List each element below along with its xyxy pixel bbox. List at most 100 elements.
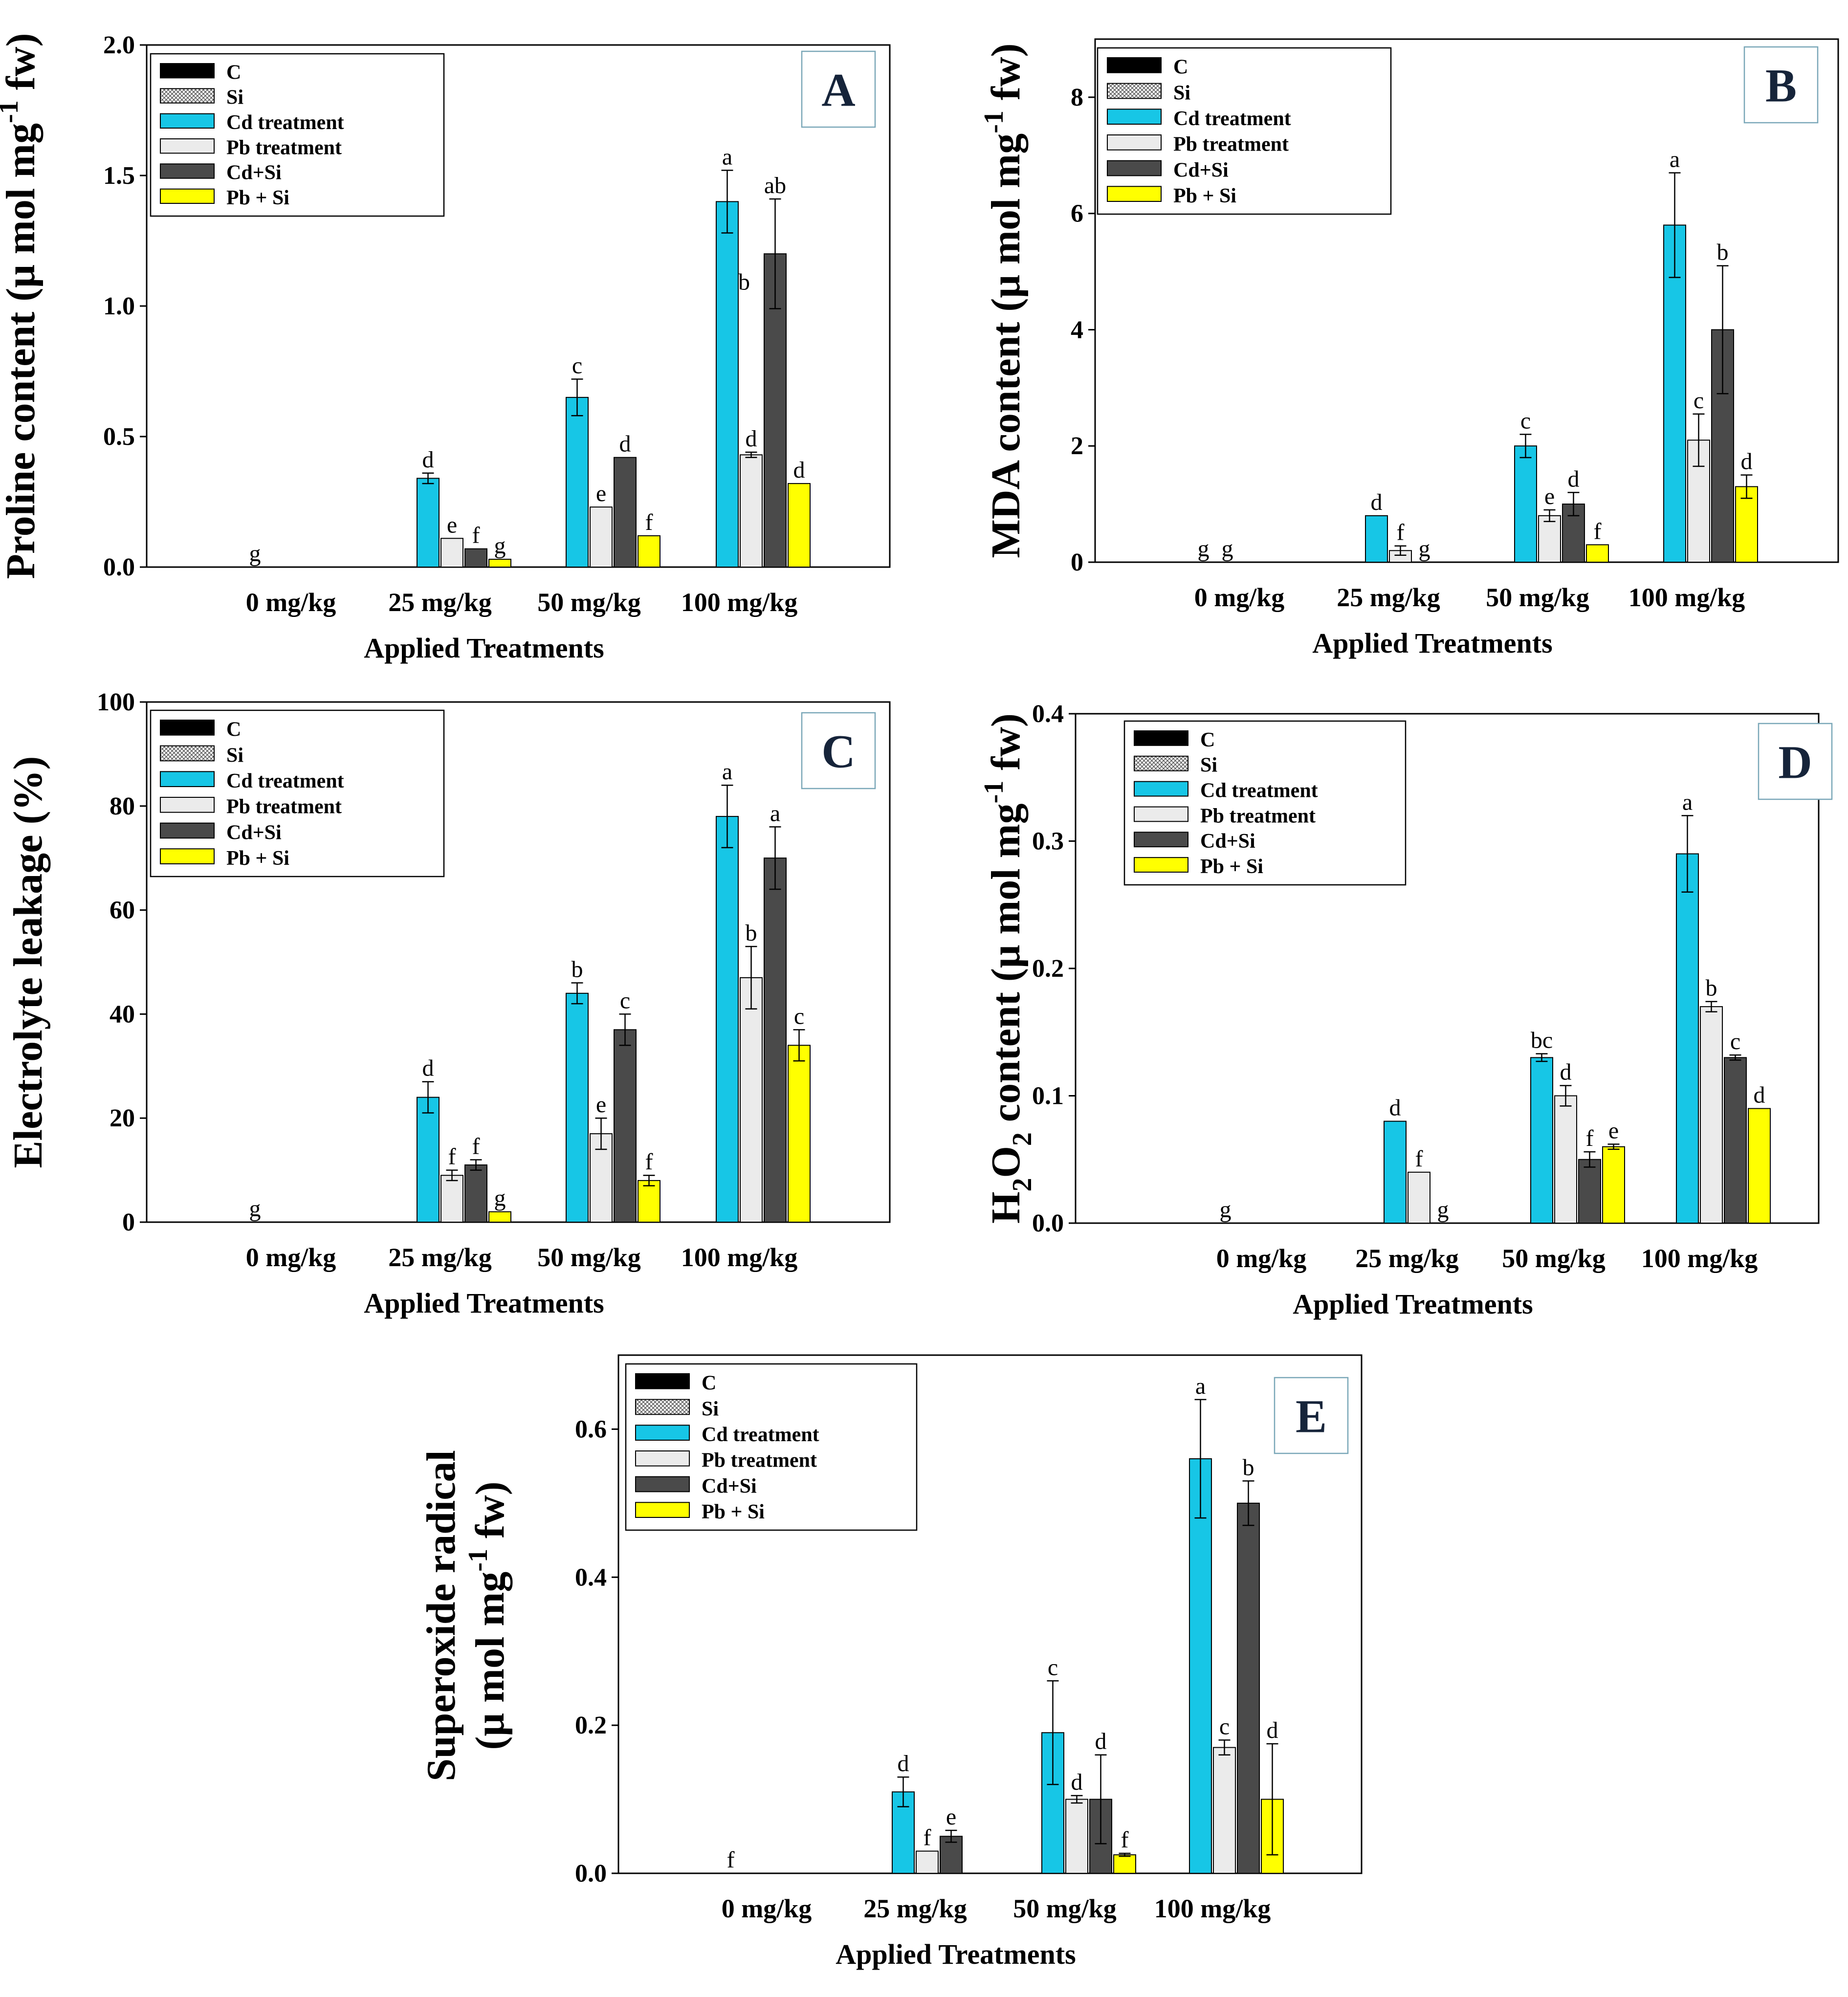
bar-pb-treatment: [1213, 1747, 1236, 1874]
y-axis-title: Electrolyte leakage (%): [5, 756, 51, 1168]
x-axis-title: Applied Treatments: [836, 1938, 1076, 1970]
significance-letter: d: [1095, 1729, 1107, 1755]
significance-letter: c: [572, 353, 582, 379]
bar-cd-treatment: [1530, 1057, 1553, 1224]
y-tick-label: 0.3: [1032, 828, 1064, 856]
y-axis-tail: fw): [0, 33, 44, 101]
y-tick-label: 8: [1071, 84, 1083, 111]
significance-letter: g: [494, 533, 506, 559]
significance-letter: g: [1419, 536, 1430, 562]
bar-cd-treatment: [1365, 515, 1388, 563]
bar-pb-treatment: [1408, 1171, 1430, 1224]
y-tick-label: 0: [122, 1208, 135, 1236]
bar-pb-si: [1586, 544, 1609, 563]
y-axis-title: H2O2 content (μ mol mg-1 fw): [979, 713, 1037, 1224]
panel-letter-box: [801, 50, 876, 128]
bar-cd-si: [1724, 1057, 1747, 1224]
x-tick-label: 50 mg/kg: [537, 588, 641, 617]
legend-swatch: [1134, 806, 1188, 822]
y-tick-label: 60: [110, 897, 135, 924]
x-tick-label: 25 mg/kg: [1355, 1244, 1459, 1273]
significance-letter: e: [596, 1092, 606, 1118]
y-axis-tail: fw): [983, 43, 1029, 110]
panel-D: 0.0 0.1 0.2 0.3 0.4 0 mg/kg 25 mg/kg 50 mg/kg 10…: [979, 700, 1833, 1320]
significance-letter: e: [946, 1804, 956, 1830]
y-tick-label: 100: [97, 688, 135, 716]
significance-letter: c: [620, 988, 630, 1013]
legend-label: C: [226, 61, 241, 84]
bar-cd-treatment: [716, 201, 739, 568]
legend-label: C: [1200, 729, 1215, 751]
legend-swatch: [160, 771, 215, 788]
panel-letter: D: [1778, 736, 1812, 789]
x-tick-label: 0 mg/kg: [246, 588, 336, 617]
significance-letter: a: [770, 800, 780, 826]
x-tick-label: 50 mg/kg: [1486, 583, 1589, 612]
bar-pb-treatment: [1700, 1006, 1723, 1224]
bar-pb-si: [1113, 1854, 1136, 1874]
significance-letter: g: [249, 1196, 261, 1222]
bar-cd-treatment: [417, 478, 440, 568]
significance-letter: g: [1220, 1197, 1232, 1223]
bar-pb-treatment: [590, 506, 613, 568]
bar-cd-treatment: [1514, 445, 1537, 563]
significance-letter: g: [1198, 536, 1210, 562]
bar-pb-treatment: [1538, 515, 1561, 563]
x-axis-title: Applied Treatments: [1312, 627, 1552, 659]
bar-pb-si: [1735, 486, 1758, 563]
panel-letter-box: [801, 712, 876, 790]
y-tick-label: 0.6: [575, 1415, 607, 1443]
legend-label: Cd treatment: [226, 111, 344, 134]
significance-letter: c: [794, 1003, 804, 1029]
bar-pb-si: [1602, 1146, 1625, 1224]
significance-letter: e: [1608, 1118, 1619, 1143]
legend-label: Pb + Si: [226, 187, 289, 209]
significance-letter: ab: [764, 173, 786, 198]
y-tick-label: 2.0: [103, 31, 135, 59]
y-tick-label: 0: [1071, 549, 1083, 576]
legend-label: Si: [702, 1398, 719, 1420]
y-axis-title: Proline content (μ mol mg-1 fw): [0, 33, 44, 579]
significance-letter: a: [1670, 146, 1680, 172]
legend-label: Cd treatment: [1173, 108, 1291, 130]
legend-swatch: [160, 188, 215, 204]
bar-cd-si: [614, 457, 637, 568]
y-axis-title-part: H: [983, 1192, 1029, 1224]
panel-letter: A: [821, 64, 855, 116]
legend-label: Cd+Si: [1200, 830, 1255, 853]
y-axis-title-main: Electrolyte leakage (%): [5, 756, 51, 1168]
legend-label: Pb treatment: [1173, 133, 1289, 156]
legend-swatch: [1107, 186, 1162, 202]
significance-letter: f: [924, 1825, 931, 1851]
x-tick-label: 100 mg/kg: [1628, 583, 1745, 612]
significance-letter: f: [1586, 1125, 1594, 1151]
y-axis-title-line2: (μ mol mg: [467, 1572, 513, 1750]
legend-label: Pb + Si: [702, 1501, 765, 1523]
significance-letter: c: [1520, 408, 1531, 434]
y-tick-label: 6: [1071, 200, 1083, 228]
panel-letter: B: [1765, 60, 1797, 112]
legend-swatch: [160, 822, 215, 839]
significance-letter: e: [596, 481, 606, 506]
legend-swatch: [160, 848, 215, 865]
legend-label: Pb + Si: [1200, 856, 1263, 878]
legend-swatch: [1107, 160, 1162, 176]
significance-letter: d: [1754, 1082, 1765, 1108]
y-tick-label: 0.4: [1032, 700, 1064, 728]
x-tick-label: 0 mg/kg: [246, 1243, 336, 1272]
legend-label: Pb + Si: [1173, 185, 1236, 207]
y-tick-label: 0.5: [103, 423, 135, 451]
significance-letter: a: [1195, 1373, 1206, 1399]
significance-letter: f: [472, 523, 480, 549]
legend-label: Pb + Si: [226, 847, 289, 870]
bar-cd-si: [1578, 1159, 1601, 1224]
bar-pb-treatment: [740, 977, 763, 1223]
legend-label: Cd+Si: [226, 162, 282, 184]
significance-letter: d: [793, 457, 805, 483]
significance-letter: d: [1371, 489, 1383, 515]
plot-frame: [617, 1354, 1363, 1874]
